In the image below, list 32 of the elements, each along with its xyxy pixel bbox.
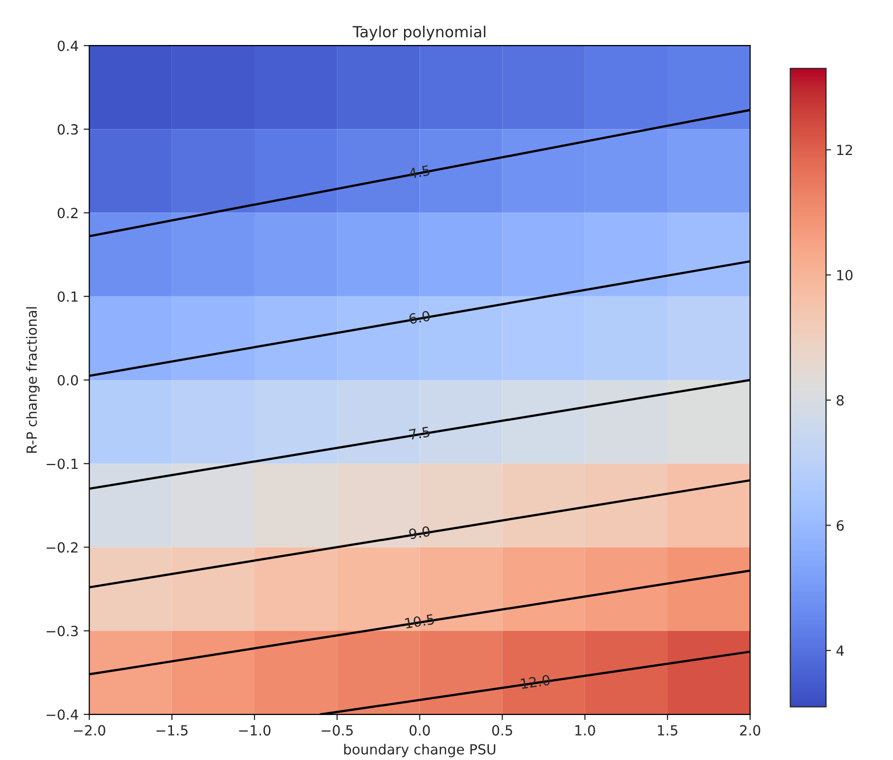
x-tick-label: 1.0 [575, 725, 596, 736]
y-tick-label: −0.1 [46, 458, 78, 470]
color-bar-label: 4 [836, 646, 844, 656]
text: 12.0 [520, 674, 550, 690]
x-tick-label: −1.5 [156, 725, 188, 736]
x-axis-title: boundary change PSU [344, 744, 496, 758]
y-tick-label: 0.1 [58, 291, 78, 302]
x-tick-label: 1.5 [658, 725, 678, 736]
text: 4.5 [408, 165, 430, 179]
y-tick-label: −0.2 [46, 542, 78, 553]
text: 6.0 [408, 310, 430, 324]
x-tick-label: −2.0 [74, 725, 106, 736]
color-bar-label: 8 [836, 395, 844, 406]
x-tick-label: 0.5 [492, 725, 512, 736]
y-tick-label: −0.3 [46, 626, 78, 636]
y-tick-label: 0.3 [58, 124, 78, 135]
x-tick-label: −0.5 [322, 725, 353, 736]
y-tick-label: 0.0 [58, 374, 78, 386]
y-tick-label: 0.4 [58, 40, 78, 52]
x-tick-label: 2.0 [740, 725, 760, 736]
text: 7.5 [408, 426, 430, 440]
color-bar-label: 6 [836, 520, 844, 531]
color-bar-label: 12 [837, 144, 852, 156]
text: 9.0 [408, 526, 430, 540]
y-tick-label: 0.2 [58, 208, 78, 218]
chart-title: Taylor polynomial [352, 26, 486, 40]
y-axis-title: R-P change fractional [26, 307, 40, 453]
y-tick-label: −0.4 [46, 709, 78, 720]
x-tick-label: 0.0 [410, 725, 430, 736]
x-tick-label: −1.0 [239, 725, 270, 736]
text: 10.5 [404, 614, 434, 629]
color-bar-label: 10 [837, 270, 852, 280]
